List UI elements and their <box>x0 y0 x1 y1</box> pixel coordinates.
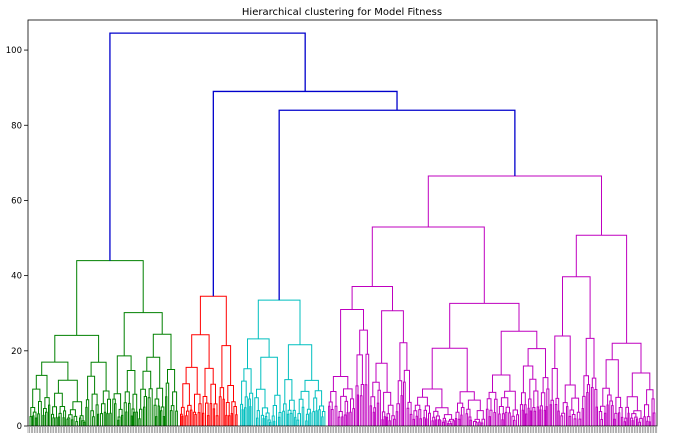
y-tick-label: 40 <box>11 272 22 282</box>
plot-frame <box>27 19 658 427</box>
y-tick-label: 20 <box>11 347 22 357</box>
axes: 0 20 40 60 80 100 <box>6 46 658 433</box>
y-tick-label: 60 <box>11 196 22 206</box>
merge-link-3 <box>278 109 516 301</box>
y-tick-label: 0 <box>17 422 22 432</box>
y-tick-label: 100 <box>6 46 22 56</box>
cluster-1-links <box>29 260 178 426</box>
y-tick-label: 80 <box>11 121 22 131</box>
cluster-4-links <box>328 175 656 426</box>
merge-link-2 <box>212 90 398 297</box>
chart-title: Hierarchical clustering for Model Fitnes… <box>242 7 442 18</box>
cluster-3-links <box>240 299 326 426</box>
cluster-2-links <box>180 295 238 426</box>
merge-link-1 <box>109 32 306 261</box>
x-leaf-ticks <box>27 427 658 433</box>
dendrogram-links <box>29 32 656 426</box>
